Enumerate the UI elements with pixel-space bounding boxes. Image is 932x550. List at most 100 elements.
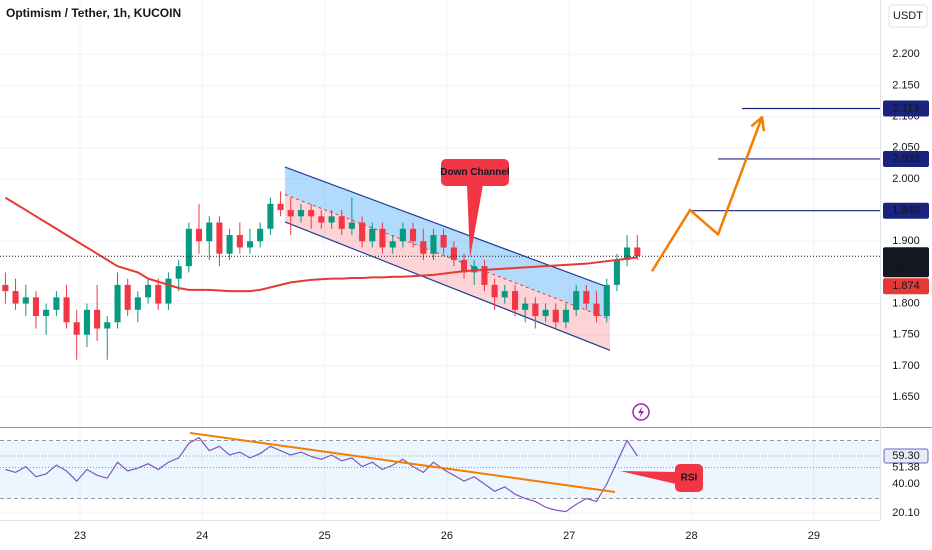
y-tick-label: 2.000 — [892, 173, 920, 185]
candle-body — [124, 284, 131, 310]
currency-box — [888, 4, 928, 28]
candle-body — [440, 235, 447, 248]
candle-body — [471, 266, 478, 273]
candle-body — [43, 309, 50, 317]
y-tick-label: 2.050 — [892, 142, 920, 154]
candle-body — [165, 278, 172, 304]
candle-body — [2, 284, 9, 292]
candle-body — [430, 235, 437, 254]
candle-body — [63, 297, 70, 323]
chart-title: Optimism / Tether, 1h, KUCOIN — [6, 6, 181, 20]
candle-body — [511, 291, 519, 310]
callout-label: Down Channel — [440, 167, 510, 178]
candle-body — [145, 284, 152, 298]
candle-body — [573, 291, 580, 310]
candle-body — [491, 284, 498, 298]
candle-body — [318, 216, 325, 223]
y2-tick-label: 51.38 — [892, 461, 920, 473]
candle-body — [216, 222, 223, 254]
candle-body — [83, 309, 91, 335]
candle-body — [104, 322, 111, 329]
y-tick-label: 1.750 — [892, 329, 920, 341]
candle-body — [593, 303, 600, 317]
y-tick-label: 2.150 — [892, 79, 920, 91]
last-price-label: 1.876 — [892, 249, 920, 261]
candle-body — [624, 247, 631, 260]
rsi-trendline — [189, 431, 616, 493]
candle-body — [257, 228, 264, 242]
level-label-box — [883, 202, 929, 219]
x-tick-label: 29 — [808, 530, 820, 542]
candle-body — [236, 235, 243, 248]
alert-icon[interactable] — [632, 403, 650, 421]
projection-arrowhead — [750, 115, 766, 132]
level-label-box — [883, 100, 929, 117]
candle-body — [562, 309, 569, 323]
candle-body — [32, 297, 40, 317]
candle-body — [522, 303, 529, 310]
x-tick-label: 27 — [563, 530, 575, 542]
candle-body — [246, 241, 254, 248]
x-tick-label: 24 — [196, 530, 208, 542]
callout-box — [441, 159, 509, 186]
candle-body — [94, 309, 101, 329]
y2-tick-label: 20.10 — [892, 507, 920, 519]
candle-body — [542, 309, 549, 317]
candle-body — [338, 216, 345, 229]
candle-body — [226, 235, 233, 254]
channel-upper-fill — [284, 167, 610, 320]
y-tick-label: 1.650 — [892, 391, 920, 403]
marks — [0, 107, 880, 513]
y-tick-label: 2.200 — [892, 48, 920, 60]
candle-body — [22, 297, 29, 304]
candle-body — [389, 241, 396, 248]
level-label-box — [883, 150, 929, 167]
candle-body — [206, 222, 213, 242]
candle-body — [73, 322, 80, 335]
x-tick-label: 28 — [685, 530, 697, 542]
y-tick-label: 1.800 — [892, 297, 920, 309]
rsi-band-fill — [0, 440, 880, 499]
candle-body — [379, 228, 386, 248]
candle-body — [308, 210, 315, 217]
y2-tick-label: 59.30 — [892, 450, 920, 462]
countdown-label: 58:10 — [892, 263, 920, 275]
candle-body — [583, 291, 590, 304]
candle-body — [277, 203, 284, 211]
candle-body — [359, 222, 366, 242]
y-tick-label: 1.700 — [892, 360, 920, 372]
candle-body — [399, 228, 406, 242]
callout-box — [675, 464, 703, 492]
moving-average — [4, 196, 638, 293]
candle-body — [134, 297, 141, 310]
callout: RSI — [620, 464, 703, 492]
candle-body — [175, 266, 182, 279]
callout-pointer — [620, 471, 676, 484]
y-tick-label: 1.900 — [892, 235, 920, 247]
candle-body — [552, 309, 559, 323]
candle-body — [53, 297, 60, 310]
candle-body — [114, 284, 121, 323]
y2-tick-label: 40.00 — [892, 478, 920, 490]
candle-body — [481, 266, 488, 285]
ma-value-label: 1.874 — [892, 280, 920, 292]
alert-bolt[interactable] — [638, 406, 644, 418]
candle-body — [603, 284, 610, 317]
candle-body — [195, 228, 203, 242]
candle-body — [185, 228, 192, 267]
channel-mid-line — [284, 194, 611, 320]
level-label: 1.949 — [892, 205, 920, 217]
candle-body — [450, 247, 457, 260]
grid — [0, 0, 880, 520]
level-label: 2.113 — [893, 102, 920, 114]
candle-body — [12, 291, 19, 304]
x-tick-label: 26 — [441, 530, 453, 542]
x-tick-label: 23 — [74, 530, 86, 542]
candle-body — [460, 259, 468, 273]
ma-value-box — [883, 278, 929, 295]
x-tick-label: 25 — [318, 530, 330, 542]
candle-body — [155, 284, 162, 304]
candle-body — [267, 203, 274, 229]
